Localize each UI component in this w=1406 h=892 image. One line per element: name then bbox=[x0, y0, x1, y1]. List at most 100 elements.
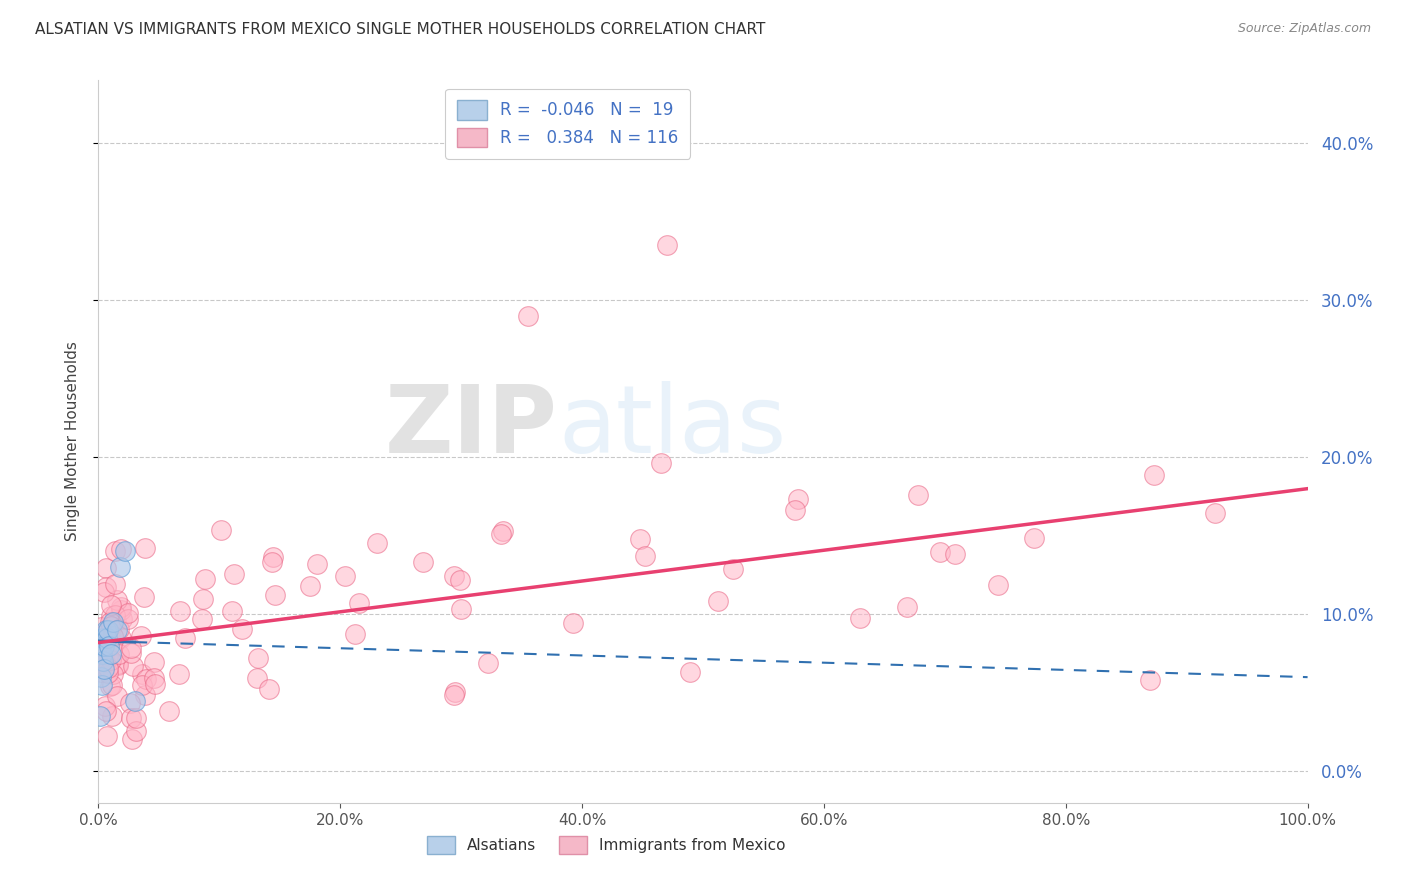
Immigrants from Mexico bbox=[347, 596, 370, 610]
Alsatians bbox=[124, 694, 146, 708]
Immigrants from Mexico bbox=[262, 550, 284, 565]
Immigrants from Mexico bbox=[100, 625, 122, 640]
Immigrants from Mexico bbox=[366, 536, 388, 550]
Immigrants from Mexico bbox=[93, 585, 115, 599]
Immigrants from Mexico bbox=[110, 632, 132, 646]
Alsatians bbox=[96, 631, 118, 645]
Immigrants from Mexico bbox=[1139, 673, 1161, 688]
Immigrants from Mexico bbox=[943, 547, 966, 561]
Immigrants from Mexico bbox=[134, 688, 156, 702]
Immigrants from Mexico bbox=[96, 730, 118, 744]
Alsatians bbox=[105, 623, 128, 637]
Alsatians bbox=[101, 615, 124, 630]
Immigrants from Mexico bbox=[100, 608, 122, 623]
Immigrants from Mexico bbox=[104, 608, 127, 623]
Immigrants from Mexico bbox=[93, 698, 115, 713]
Immigrants from Mexico bbox=[679, 665, 702, 680]
Immigrants from Mexico bbox=[634, 549, 657, 563]
Alsatians bbox=[98, 639, 121, 653]
Immigrants from Mexico bbox=[157, 704, 180, 718]
Immigrants from Mexico bbox=[194, 572, 217, 586]
Immigrants from Mexico bbox=[1204, 506, 1226, 520]
Immigrants from Mexico bbox=[412, 556, 434, 570]
Immigrants from Mexico bbox=[129, 629, 152, 643]
Immigrants from Mexico bbox=[104, 544, 127, 558]
Immigrants from Mexico bbox=[299, 579, 322, 593]
Immigrants from Mexico bbox=[91, 628, 114, 642]
Text: ZIP: ZIP bbox=[385, 381, 558, 473]
Immigrants from Mexico bbox=[111, 612, 134, 626]
Alsatians bbox=[93, 662, 115, 676]
Immigrants from Mexico bbox=[98, 624, 121, 639]
Alsatians bbox=[108, 560, 131, 574]
Immigrants from Mexico bbox=[489, 527, 512, 541]
Immigrants from Mexico bbox=[143, 655, 166, 669]
Immigrants from Mexico bbox=[131, 666, 153, 681]
Immigrants from Mexico bbox=[105, 614, 128, 628]
Alsatians bbox=[97, 623, 120, 637]
Immigrants from Mexico bbox=[110, 603, 132, 617]
Immigrants from Mexico bbox=[849, 611, 872, 625]
Immigrants from Mexico bbox=[222, 567, 245, 582]
Immigrants from Mexico bbox=[173, 631, 195, 645]
Immigrants from Mexico bbox=[209, 524, 232, 538]
Immigrants from Mexico bbox=[101, 678, 124, 692]
Alsatians bbox=[114, 544, 136, 558]
Immigrants from Mexico bbox=[108, 647, 131, 661]
Immigrants from Mexico bbox=[142, 671, 165, 685]
Text: Source: ZipAtlas.com: Source: ZipAtlas.com bbox=[1237, 22, 1371, 36]
Immigrants from Mexico bbox=[96, 580, 118, 594]
Immigrants from Mexico bbox=[343, 627, 366, 641]
Immigrants from Mexico bbox=[110, 541, 132, 556]
Immigrants from Mexico bbox=[90, 653, 112, 667]
Immigrants from Mexico bbox=[987, 578, 1010, 592]
Immigrants from Mexico bbox=[191, 612, 214, 626]
Immigrants from Mexico bbox=[120, 711, 142, 725]
Immigrants from Mexico bbox=[94, 560, 117, 574]
Immigrants from Mexico bbox=[117, 612, 139, 626]
Immigrants from Mexico bbox=[562, 615, 585, 630]
Immigrants from Mexico bbox=[259, 681, 281, 696]
Alsatians bbox=[93, 639, 115, 653]
Immigrants from Mexico bbox=[101, 629, 124, 643]
Immigrants from Mexico bbox=[655, 238, 678, 252]
Immigrants from Mexico bbox=[450, 602, 472, 616]
Immigrants from Mexico bbox=[263, 588, 285, 602]
Immigrants from Mexico bbox=[94, 704, 117, 718]
Immigrants from Mexico bbox=[94, 655, 117, 669]
Alsatians bbox=[91, 631, 114, 645]
Immigrants from Mexico bbox=[100, 638, 122, 652]
Immigrants from Mexico bbox=[449, 573, 471, 587]
Immigrants from Mexico bbox=[125, 711, 148, 725]
Immigrants from Mexico bbox=[121, 732, 143, 747]
Immigrants from Mexico bbox=[628, 533, 651, 547]
Alsatians bbox=[89, 709, 111, 723]
Immigrants from Mexico bbox=[107, 657, 129, 672]
Immigrants from Mexico bbox=[100, 615, 122, 630]
Alsatians bbox=[94, 623, 117, 637]
Immigrants from Mexico bbox=[101, 708, 124, 723]
Immigrants from Mexico bbox=[246, 651, 269, 665]
Alsatians bbox=[90, 639, 112, 653]
Immigrants from Mexico bbox=[121, 658, 143, 673]
Immigrants from Mexico bbox=[246, 671, 269, 685]
Immigrants from Mexico bbox=[193, 591, 215, 606]
Immigrants from Mexico bbox=[90, 620, 112, 634]
Immigrants from Mexico bbox=[107, 657, 129, 671]
Immigrants from Mexico bbox=[97, 661, 120, 675]
Immigrants from Mexico bbox=[100, 598, 122, 612]
Immigrants from Mexico bbox=[1143, 467, 1166, 482]
Immigrants from Mexico bbox=[231, 622, 253, 636]
Immigrants from Mexico bbox=[786, 492, 808, 507]
Legend: Alsatians, Immigrants from Mexico: Alsatians, Immigrants from Mexico bbox=[422, 830, 792, 860]
Immigrants from Mexico bbox=[929, 545, 952, 559]
Immigrants from Mexico bbox=[721, 562, 744, 576]
Immigrants from Mexico bbox=[134, 541, 156, 555]
Immigrants from Mexico bbox=[443, 685, 465, 699]
Immigrants from Mexico bbox=[100, 653, 122, 667]
Immigrants from Mexico bbox=[307, 558, 329, 572]
Immigrants from Mexico bbox=[221, 604, 243, 618]
Immigrants from Mexico bbox=[90, 665, 112, 679]
Immigrants from Mexico bbox=[97, 666, 120, 681]
Immigrants from Mexico bbox=[707, 594, 730, 608]
